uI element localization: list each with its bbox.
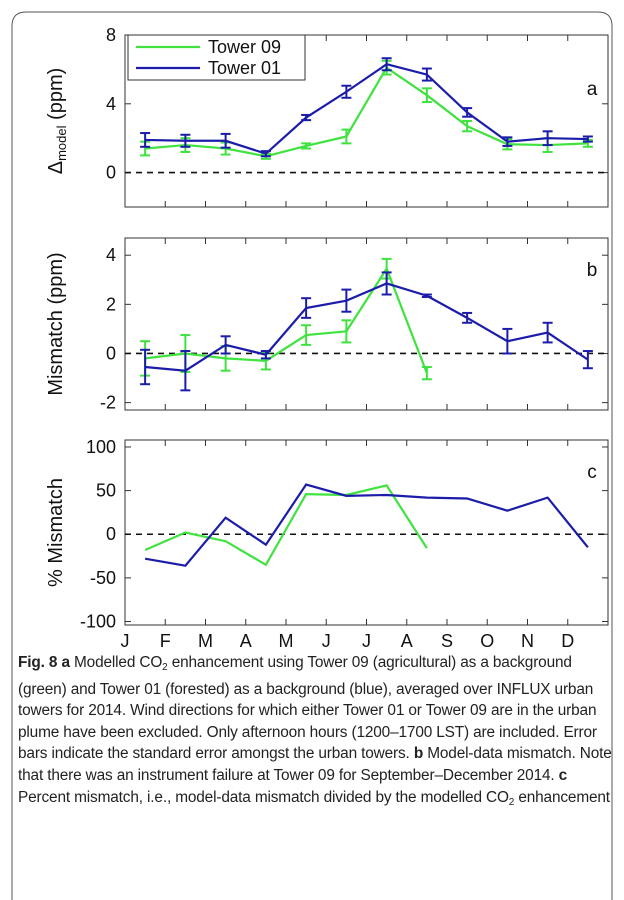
caption-run: Modelled CO [69,654,163,671]
x-tick-label: J [121,631,130,651]
panel-label: b [587,260,598,281]
x-tick-label: N [521,631,534,651]
y-tick-label: 100 [86,437,116,457]
x-tick-label: M [198,631,213,651]
y-tick-label: -2 [100,393,116,413]
x-tick-label: F [160,631,171,651]
caption-run: enhancement [514,788,610,806]
caption-run: b [413,745,424,763]
caption-run: 2 [162,662,168,673]
error-bar [502,136,513,147]
error-bar [260,150,271,158]
error-bar [542,130,553,147]
x-tick-label: S [441,631,453,651]
figure-border [11,11,613,900]
error-bar [462,311,473,324]
error-bar [381,271,392,296]
error-bar [140,132,151,148]
y-tick-label: 50 [96,481,116,501]
caption-run: Model-data mismatch. Note that there was… [18,745,612,784]
x-tick-label: M [279,631,294,651]
error-bar [542,321,553,344]
error-bar [462,120,473,133]
caption-run: a [61,654,70,671]
caption-run: enhancement using Tower 09 (agricultural… [18,654,597,763]
error-bar [220,335,231,355]
y-tick-label: 4 [106,94,116,114]
y-axis-label: Δmodel (ppm) [45,68,69,175]
error-bar [180,133,191,148]
error-bar [421,366,432,381]
y-axis-label-part: Δ [45,161,67,174]
error-bar [421,87,432,104]
series-line [144,484,428,567]
y-tick-label: -50 [90,568,116,588]
caption-run: 2 [508,796,515,808]
y-tick-label: 0 [106,524,116,544]
error-bar [260,350,271,360]
legend-label: Tower 09 [208,37,281,57]
y-axis-label-part: Mismatch (ppm) [45,252,67,395]
series-line [144,483,589,567]
x-tick-label: A [401,631,413,651]
error-bar [381,57,392,72]
y-tick-label: 0 [106,163,116,183]
x-tick-label: O [480,631,494,651]
y-tick-label: 0 [106,343,116,363]
error-bar [220,132,231,149]
caption-run: Fig. 8 [18,654,58,671]
error-bar [341,288,352,313]
error-bar [421,293,432,298]
error-bar [421,67,432,82]
error-bar [582,350,593,370]
series-line [145,66,588,158]
error-bar [140,348,151,386]
series-line [145,63,588,155]
error-bar [341,128,352,145]
y-tick-label: -100 [80,612,116,632]
error-bar [341,84,352,99]
y-tick-label: 4 [106,245,116,265]
x-tick-label: J [322,631,331,651]
x-tick-label: D [561,631,574,651]
error-bar [301,113,312,122]
panel-label: a [587,79,598,100]
error-bar [582,135,593,143]
error-bar [301,324,312,346]
y-axis-label: % Mismatch [45,478,67,587]
y-axis-label: Mismatch (ppm) [45,252,67,395]
y-tick-label: 2 [106,294,116,314]
error-bar [341,319,352,344]
error-bar [462,107,473,118]
legend-label: Tower 01 [208,58,281,78]
y-axis-label-part: model [54,125,69,161]
caption-run: c [558,766,568,784]
plot-frame [124,237,609,411]
error-bar [180,350,191,392]
legend-box [127,34,306,81]
series-line [145,282,589,372]
y-axis-label-part: (ppm) [45,68,67,126]
panel-label: c [587,462,597,483]
plot-frame [124,439,609,626]
y-tick-label: 8 [106,25,116,45]
y-axis-label-part: % Mismatch [45,478,67,587]
caption: Fig. 8 a Modelled CO2 enhancement using … [18,652,614,813]
error-bar [301,142,312,150]
error-bar [301,297,312,319]
x-tick-label: A [240,631,252,651]
caption-run: Percent mismatch, i.e., model-data misma… [18,788,509,806]
series-line [144,266,428,374]
x-tick-label: J [362,631,371,651]
error-bar [502,327,513,355]
